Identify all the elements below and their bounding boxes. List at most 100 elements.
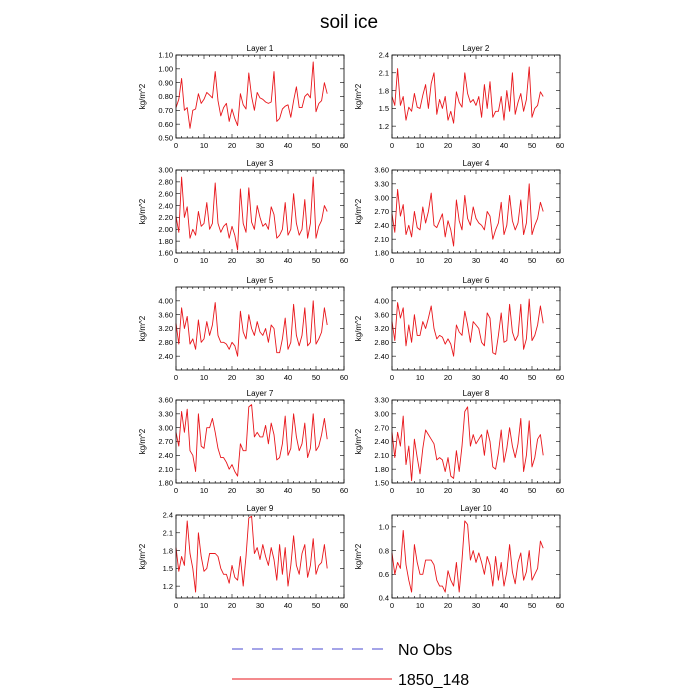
- panel-layer-5: Layer 5 kg/m^2 0 10 20 30 40 50 60 2.40 2.80 3.20 3.…: [138, 276, 348, 382]
- plot-frame: [175, 54, 345, 139]
- panel-title: Layer 8: [463, 389, 490, 398]
- y-tick-label: 2.40: [374, 221, 389, 230]
- x-tick-label: 40: [500, 256, 508, 265]
- y-tick-label: 1.80: [374, 465, 389, 474]
- x-tick-label: 40: [284, 373, 292, 382]
- y-tick-label: 2.4: [163, 511, 173, 520]
- x-tick-label: 40: [284, 486, 292, 495]
- y-tick-label: 0.70: [158, 106, 173, 115]
- x-tick-label: 10: [416, 256, 424, 265]
- y-tick-label: 2.80: [158, 178, 173, 187]
- y-tick-label: 2.00: [158, 225, 173, 234]
- x-tick-label: 50: [528, 486, 536, 495]
- x-tick-label: 30: [472, 256, 480, 265]
- x-tick-label: 20: [228, 373, 236, 382]
- y-tick-label: 2.70: [374, 207, 389, 216]
- x-tick-label: 0: [390, 486, 394, 495]
- y-tick-label: 2.40: [158, 451, 173, 460]
- y-tick-label: 0.80: [158, 92, 173, 101]
- x-tick-label: 0: [390, 373, 394, 382]
- x-tick-label: 20: [228, 141, 236, 150]
- x-tick-label: 20: [228, 486, 236, 495]
- x-tick-label: 60: [556, 601, 564, 610]
- series-line-1850-148: [391, 406, 544, 482]
- x-tick-label: 40: [284, 141, 292, 150]
- x-tick-label: 60: [556, 486, 564, 495]
- x-tick-label: 20: [228, 601, 236, 610]
- panel-title: Layer 2: [463, 44, 490, 53]
- x-tick-label: 30: [256, 486, 264, 495]
- plot-frame: [391, 399, 561, 484]
- y-tick-label: 2.40: [374, 352, 389, 361]
- x-tick-label: 0: [174, 373, 178, 382]
- legend: No Obs 1850_148: [232, 642, 469, 689]
- y-tick-label: 3.60: [374, 310, 389, 319]
- y-tick-label: 4.00: [374, 297, 389, 306]
- y-tick-label: 2.40: [158, 352, 173, 361]
- x-tick-label: 60: [340, 141, 348, 150]
- x-tick-label: 60: [340, 373, 348, 382]
- y-tick-label: 3.20: [374, 324, 389, 333]
- legend-label-1850-148: 1850_148: [398, 672, 469, 689]
- y-tick-label: 3.20: [158, 324, 173, 333]
- x-tick-label: 10: [200, 256, 208, 265]
- panel-title: Layer 9: [247, 504, 274, 513]
- x-tick-label: 50: [312, 601, 320, 610]
- y-tick-label: 1.8: [163, 546, 173, 555]
- y-tick-label: 1.5: [163, 564, 173, 573]
- panel-title: Layer 4: [463, 159, 490, 168]
- x-tick-label: 60: [556, 256, 564, 265]
- x-tick-label: 60: [340, 601, 348, 610]
- series-line-1850-148: [175, 300, 328, 357]
- series-line-1850-148: [175, 404, 328, 477]
- plot-frame: [391, 169, 561, 254]
- x-tick-label: 30: [256, 256, 264, 265]
- y-tick-label: 3.60: [158, 396, 173, 405]
- panel-title: Layer 3: [247, 159, 274, 168]
- x-tick-label: 60: [556, 373, 564, 382]
- y-tick-label: 3.30: [158, 410, 173, 419]
- x-tick-label: 50: [528, 373, 536, 382]
- y-tick-label: 2.70: [158, 437, 173, 446]
- x-tick-label: 30: [472, 373, 480, 382]
- x-tick-label: 30: [472, 141, 480, 150]
- y-axis-label: kg/m^2: [354, 315, 363, 341]
- x-tick-label: 50: [312, 141, 320, 150]
- plot-frame: [391, 514, 561, 599]
- x-tick-label: 10: [416, 486, 424, 495]
- x-tick-label: 40: [500, 141, 508, 150]
- x-tick-label: 40: [284, 256, 292, 265]
- y-tick-label: 2.10: [374, 235, 389, 244]
- x-tick-label: 50: [312, 256, 320, 265]
- x-tick-label: 20: [444, 256, 452, 265]
- plot-frame: [175, 399, 345, 484]
- y-tick-label: 2.60: [158, 189, 173, 198]
- y-tick-label: 3.60: [158, 310, 173, 319]
- panel-layer-8: Layer 8 kg/m^2 0 10 20 30 40 50 60 1.50 1.80 2.10 2.…: [354, 389, 564, 495]
- y-tick-label: 3.60: [374, 166, 389, 175]
- y-tick-label: 1.10: [158, 51, 173, 60]
- plot-frame: [175, 286, 345, 371]
- x-tick-label: 10: [200, 141, 208, 150]
- y-axis-label: kg/m^2: [138, 198, 147, 224]
- y-tick-label: 1.50: [374, 479, 389, 488]
- panel-layer-10: Layer 10 kg/m^2 0 10 20 30 40 50 60 0.4 0.6 0.8 1.0: [354, 504, 564, 610]
- y-tick-label: 1.0: [379, 523, 389, 532]
- plot-frame: [391, 54, 561, 139]
- legend-label-no-obs: No Obs: [398, 642, 452, 659]
- y-axis-label: kg/m^2: [354, 198, 363, 224]
- x-tick-label: 0: [174, 486, 178, 495]
- panel-layer-9: Layer 9 kg/m^2 0 10 20 30 40 50 60 1.2 1.5 1.8 2.1 2.…: [138, 504, 348, 610]
- panel-title: Layer 6: [463, 276, 490, 285]
- y-tick-label: 3.00: [158, 166, 173, 175]
- y-tick-label: 2.1: [379, 68, 389, 77]
- y-tick-label: 2.1: [163, 528, 173, 537]
- y-tick-label: 2.4: [379, 51, 389, 60]
- x-tick-label: 50: [312, 486, 320, 495]
- x-tick-label: 10: [416, 141, 424, 150]
- y-tick-label: 0.4: [379, 594, 389, 603]
- panel-layer-3: Layer 3 kg/m^2 0 10 20 30 40 50 60 1.60 1.80 2.00 2.…: [138, 159, 348, 265]
- plot-frame: [175, 169, 345, 254]
- panel-layer-2: Layer 2 kg/m^2 0 10 20 30 40 50 60 1.2 1.5 1.8 2.1 2.…: [354, 44, 564, 150]
